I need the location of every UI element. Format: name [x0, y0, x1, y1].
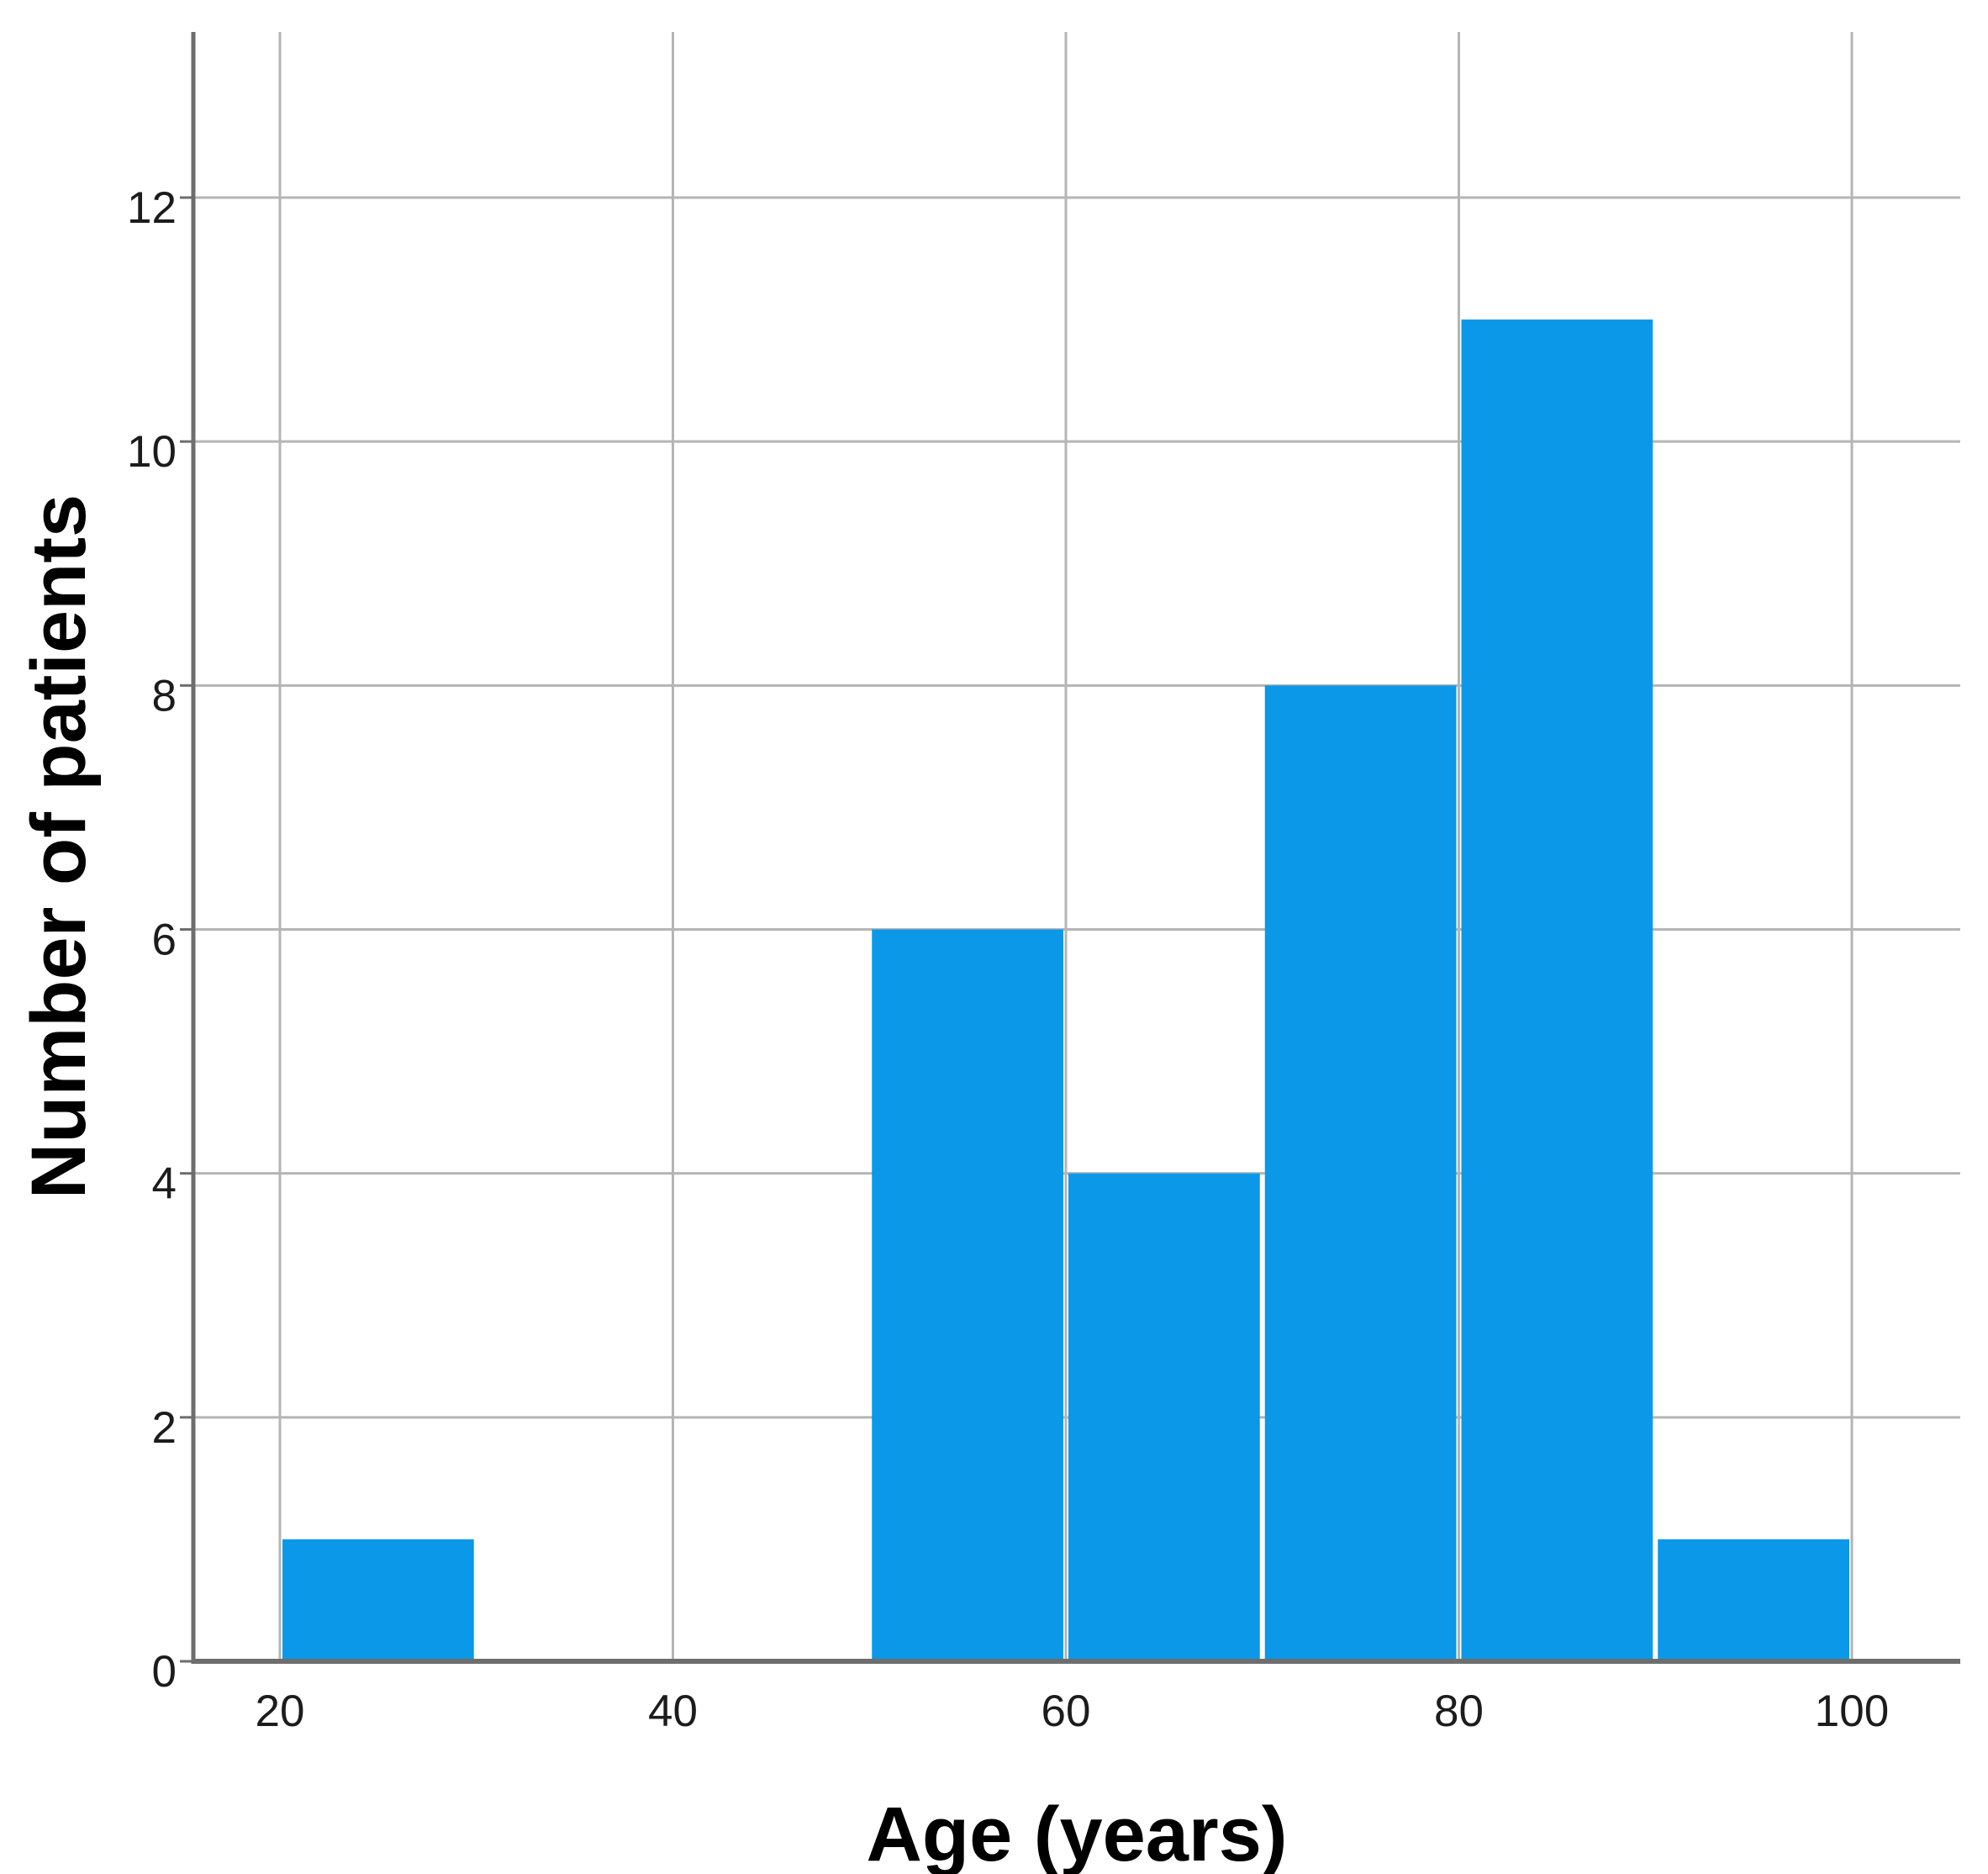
- y-tick-label: 0: [152, 1647, 177, 1697]
- y-tick-label: 4: [152, 1159, 177, 1209]
- x-tick-label: 100: [1815, 1687, 1889, 1736]
- histogram-bar: [872, 929, 1063, 1661]
- chart-layer: 0 2 4 6 8 10 12 20 40 60 80 100: [127, 32, 1960, 1736]
- histogram-bar: [1461, 319, 1653, 1661]
- y-tick-label: 2: [152, 1403, 177, 1453]
- histogram-bar: [1658, 1539, 1849, 1661]
- y-tick-label: 6: [152, 916, 177, 965]
- x-tick-label: 20: [256, 1687, 305, 1736]
- x-tick-label: 60: [1041, 1687, 1091, 1736]
- y-tick-label: 10: [127, 427, 177, 477]
- y-tick-label: 8: [152, 671, 177, 721]
- x-tick-label: 40: [648, 1687, 698, 1736]
- histogram-bar: [1068, 1173, 1260, 1661]
- x-tick-label: 80: [1434, 1687, 1484, 1736]
- histogram-bar: [1264, 685, 1457, 1662]
- y-axis-title: Number of patients: [16, 494, 102, 1199]
- x-axis-title: Age (years): [866, 1792, 1287, 1874]
- histogram-bar: [282, 1539, 474, 1661]
- y-tick-label: 12: [127, 183, 177, 233]
